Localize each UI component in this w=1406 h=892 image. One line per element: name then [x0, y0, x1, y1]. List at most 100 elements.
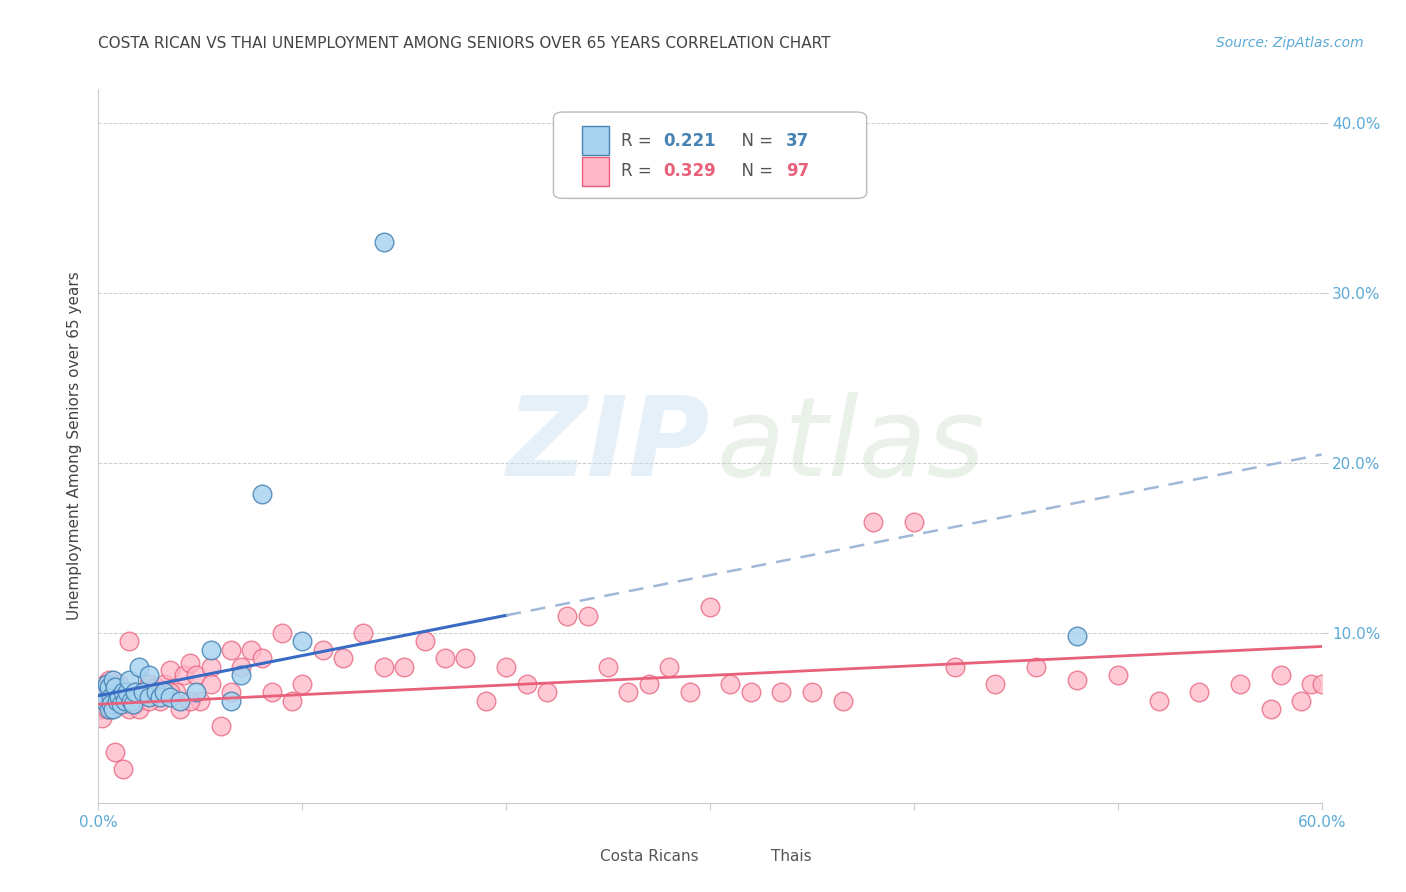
Point [536, 685, 558, 699]
Point [312, 643, 335, 657]
Point [1229, 677, 1251, 691]
Text: 0.221: 0.221 [664, 132, 716, 150]
Point [138, 690, 160, 705]
Point [122, 698, 145, 712]
Point [270, 626, 294, 640]
Point [179, 694, 201, 708]
Point [127, 694, 149, 708]
Point [115, 698, 138, 712]
Point [159, 663, 181, 677]
Point [413, 634, 436, 648]
Point [576, 608, 599, 623]
Point [188, 694, 212, 708]
Point [89, 702, 111, 716]
Point [91, 711, 114, 725]
Point [1310, 677, 1333, 691]
Point [115, 685, 138, 699]
Point [1270, 668, 1292, 682]
Point [454, 651, 477, 665]
Point [291, 634, 314, 648]
FancyBboxPatch shape [582, 157, 609, 186]
Point [169, 702, 191, 716]
Point [186, 668, 208, 682]
Point [332, 651, 354, 665]
Point [96, 702, 118, 716]
Point [638, 677, 661, 691]
Point [740, 685, 762, 699]
Point [101, 673, 124, 688]
Point [120, 694, 142, 708]
Point [801, 685, 824, 699]
Point [128, 660, 150, 674]
Point [219, 694, 242, 708]
Point [93, 694, 115, 708]
Point [138, 677, 160, 691]
Text: ZIP: ZIP [506, 392, 710, 500]
Point [1260, 702, 1282, 716]
FancyBboxPatch shape [554, 112, 866, 198]
Text: 97: 97 [786, 162, 808, 180]
Point [104, 745, 127, 759]
Point [219, 685, 242, 699]
Point [132, 685, 155, 699]
Point [145, 680, 167, 694]
Text: N =: N = [731, 162, 778, 180]
Point [557, 608, 579, 623]
Point [105, 694, 128, 708]
Point [93, 694, 115, 708]
Point [831, 694, 853, 708]
Point [104, 680, 127, 694]
Point [96, 677, 118, 691]
Point [291, 677, 314, 691]
Point [679, 685, 702, 699]
Point [281, 694, 304, 708]
Point [240, 643, 263, 657]
Point [373, 660, 395, 674]
Point [169, 694, 191, 708]
Point [1066, 629, 1088, 643]
Point [516, 677, 538, 691]
Point [250, 651, 273, 665]
Point [1066, 673, 1088, 688]
Point [200, 660, 222, 674]
Point [373, 235, 395, 249]
Point [100, 690, 122, 705]
Point [96, 680, 118, 694]
Point [114, 694, 136, 708]
Text: 37: 37 [786, 132, 808, 150]
Point [1291, 694, 1313, 708]
Point [104, 698, 127, 712]
Point [110, 698, 132, 712]
Point [231, 668, 253, 682]
Point [138, 668, 160, 682]
Point [770, 685, 793, 699]
Point [617, 685, 640, 699]
Point [209, 719, 232, 733]
Point [179, 657, 201, 671]
Point [100, 698, 122, 712]
Point [903, 516, 925, 530]
Point [186, 685, 208, 699]
Point [231, 660, 253, 674]
Point [114, 685, 136, 699]
Point [219, 643, 242, 657]
Text: Source: ZipAtlas.com: Source: ZipAtlas.com [1216, 36, 1364, 50]
FancyBboxPatch shape [564, 842, 591, 871]
Text: 0.329: 0.329 [664, 162, 716, 180]
Point [138, 694, 160, 708]
Point [152, 677, 174, 691]
FancyBboxPatch shape [582, 127, 609, 155]
Point [200, 643, 222, 657]
Point [250, 486, 273, 500]
Point [862, 516, 884, 530]
Point [100, 702, 122, 716]
Text: N =: N = [731, 132, 778, 150]
Point [943, 660, 966, 674]
Point [97, 680, 120, 694]
Point [118, 634, 141, 648]
Point [434, 651, 457, 665]
Point [108, 685, 131, 699]
Point [111, 762, 134, 776]
Point [111, 685, 134, 699]
Point [1025, 660, 1047, 674]
